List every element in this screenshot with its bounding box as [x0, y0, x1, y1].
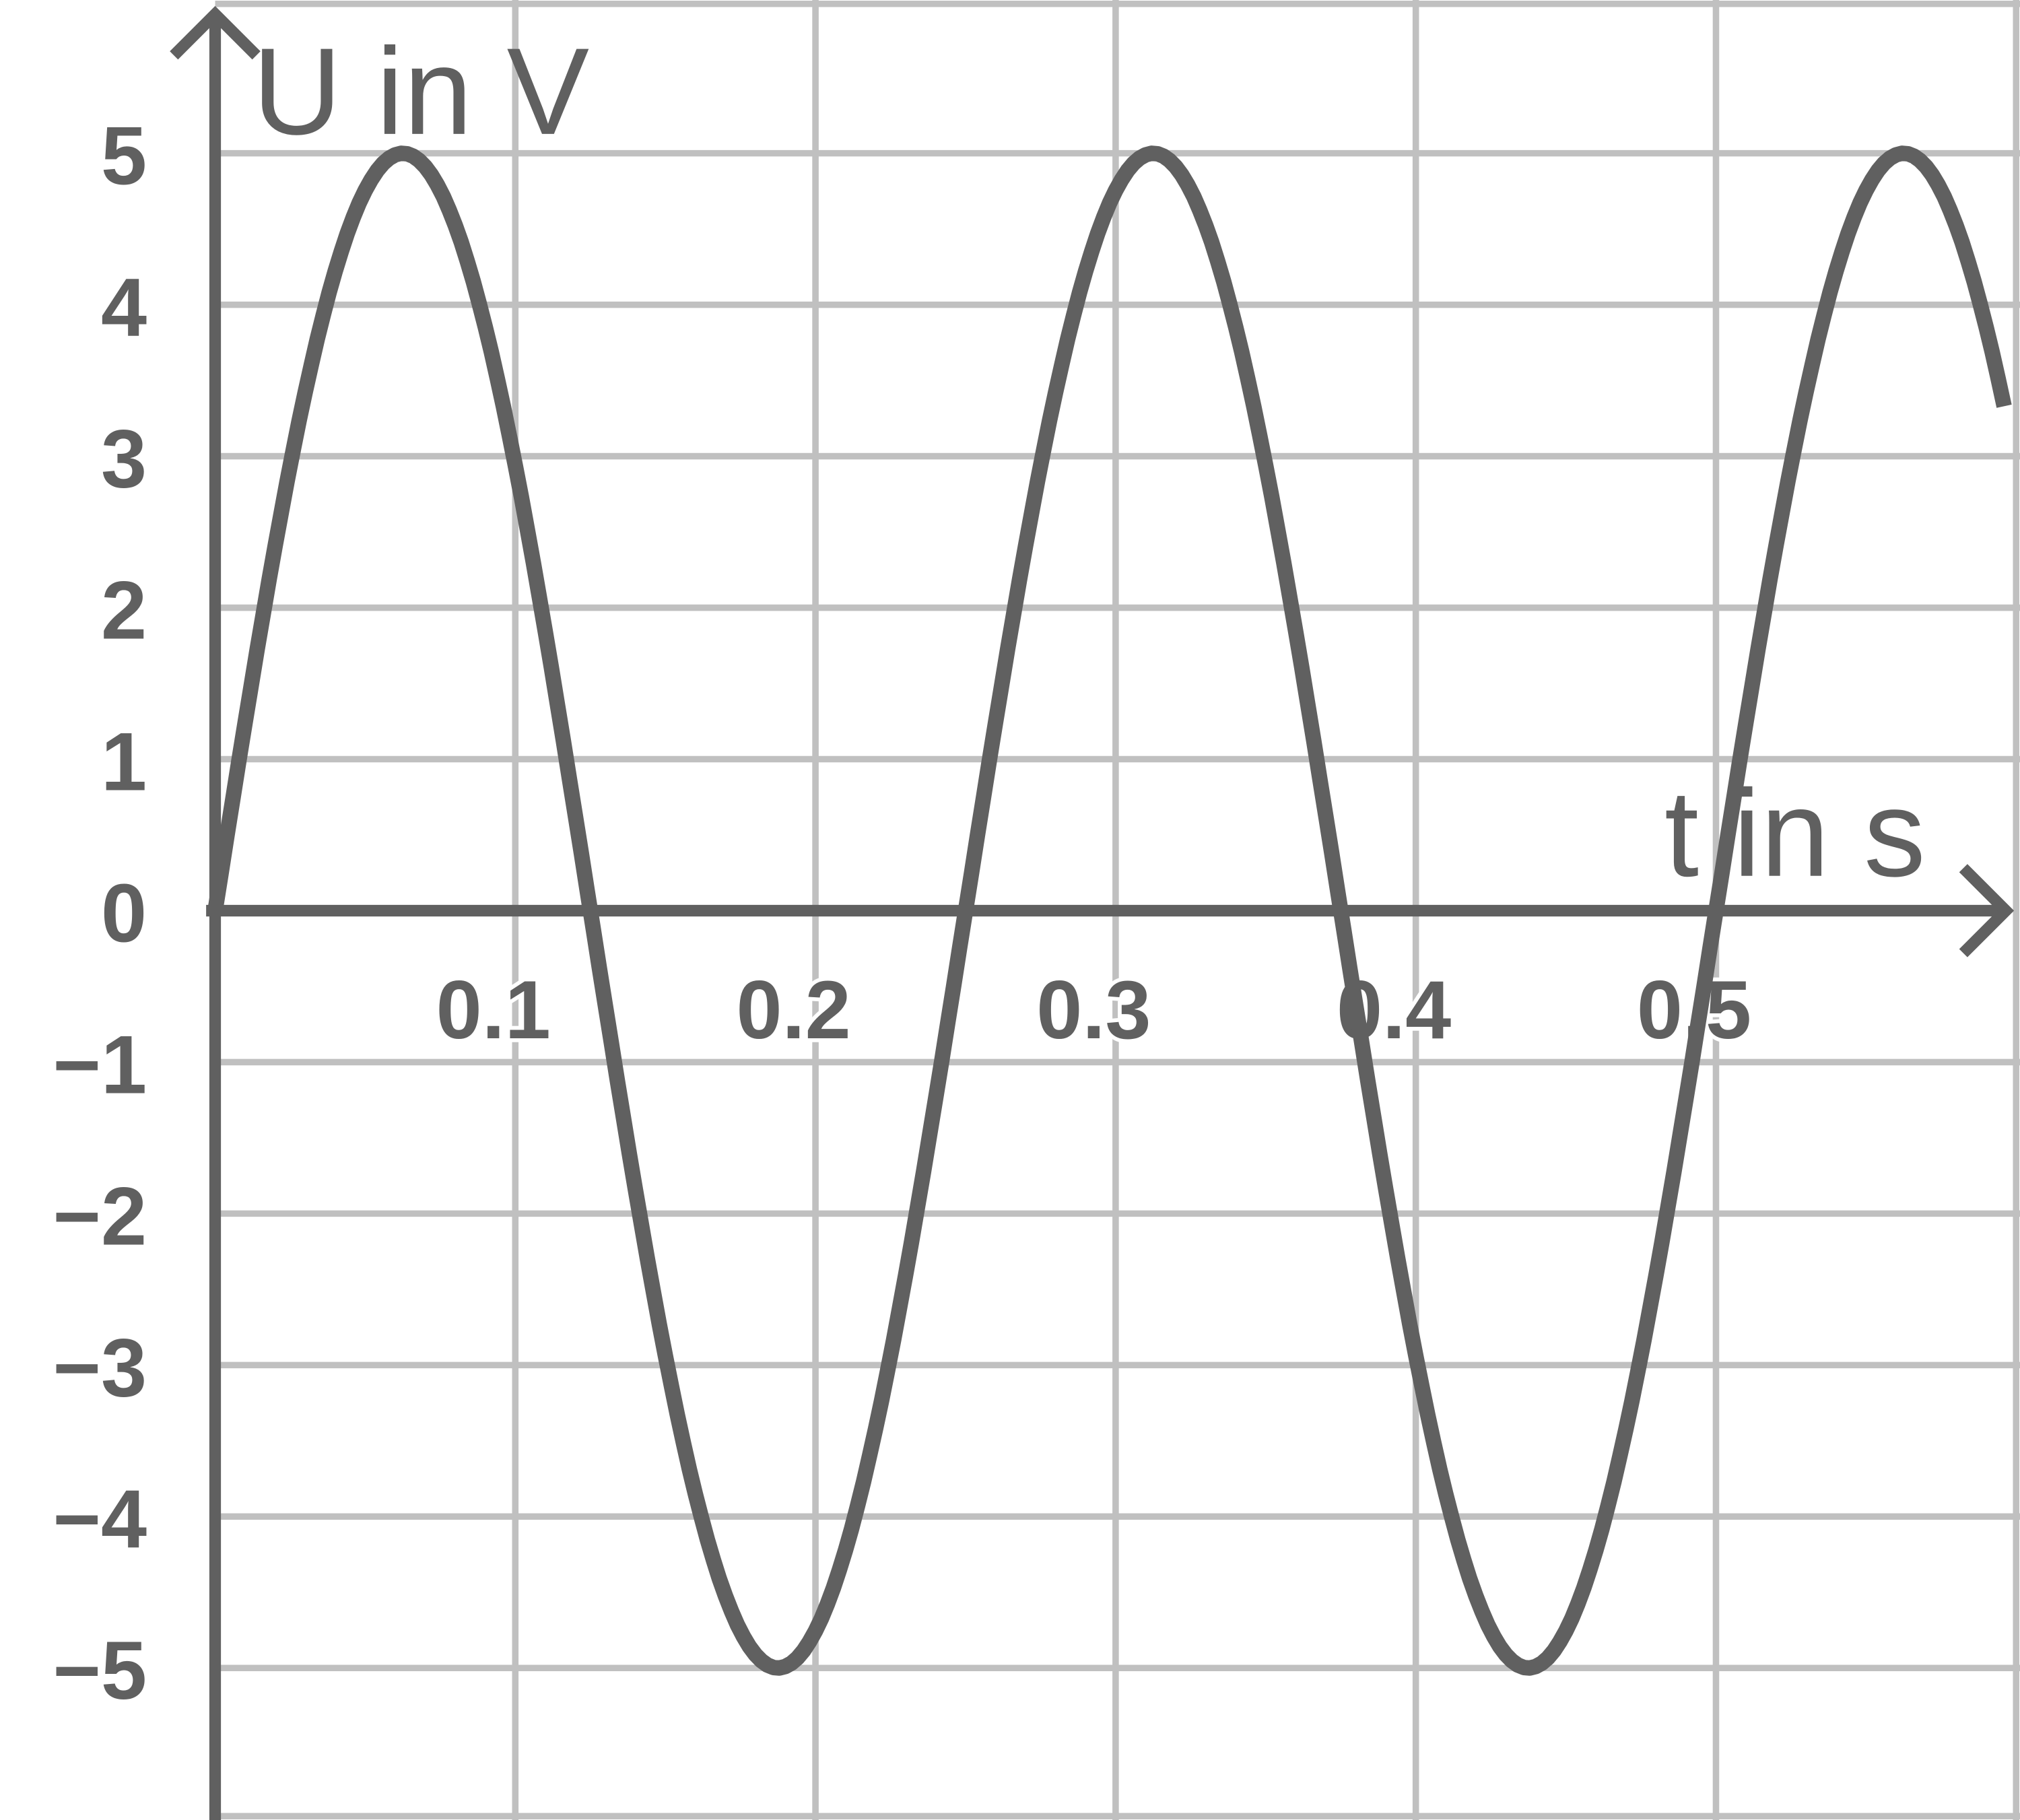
y-tick-label: −3: [53, 1321, 147, 1413]
y-tick-label: −4: [53, 1473, 147, 1565]
y-tick-label: −1: [53, 1018, 147, 1110]
y-tick-label: −2: [53, 1170, 147, 1262]
x-tick-label: 0.3: [1036, 964, 1151, 1056]
x-tick-label: 0.1: [436, 964, 551, 1056]
y-tick-label: −5: [53, 1624, 147, 1716]
grid: [215, 0, 2020, 1820]
x-tick-label: 0.2: [736, 964, 850, 1056]
y-tick-label: 0: [101, 867, 147, 959]
sine-curve: [207, 145, 2012, 1676]
y-tick-label: 5: [101, 110, 147, 202]
y-tick-label: 2: [101, 564, 147, 656]
y-axis-arrow-icon: [170, 5, 261, 60]
y-axis-label: U in V: [252, 22, 589, 160]
y-tick-label: 4: [101, 261, 147, 353]
x-axis-arrow-icon: [1959, 864, 2015, 957]
y-tick-label: 3: [101, 412, 147, 504]
x-axis-label: t in s: [1664, 764, 1926, 902]
y-tick-label: 1: [101, 715, 147, 807]
